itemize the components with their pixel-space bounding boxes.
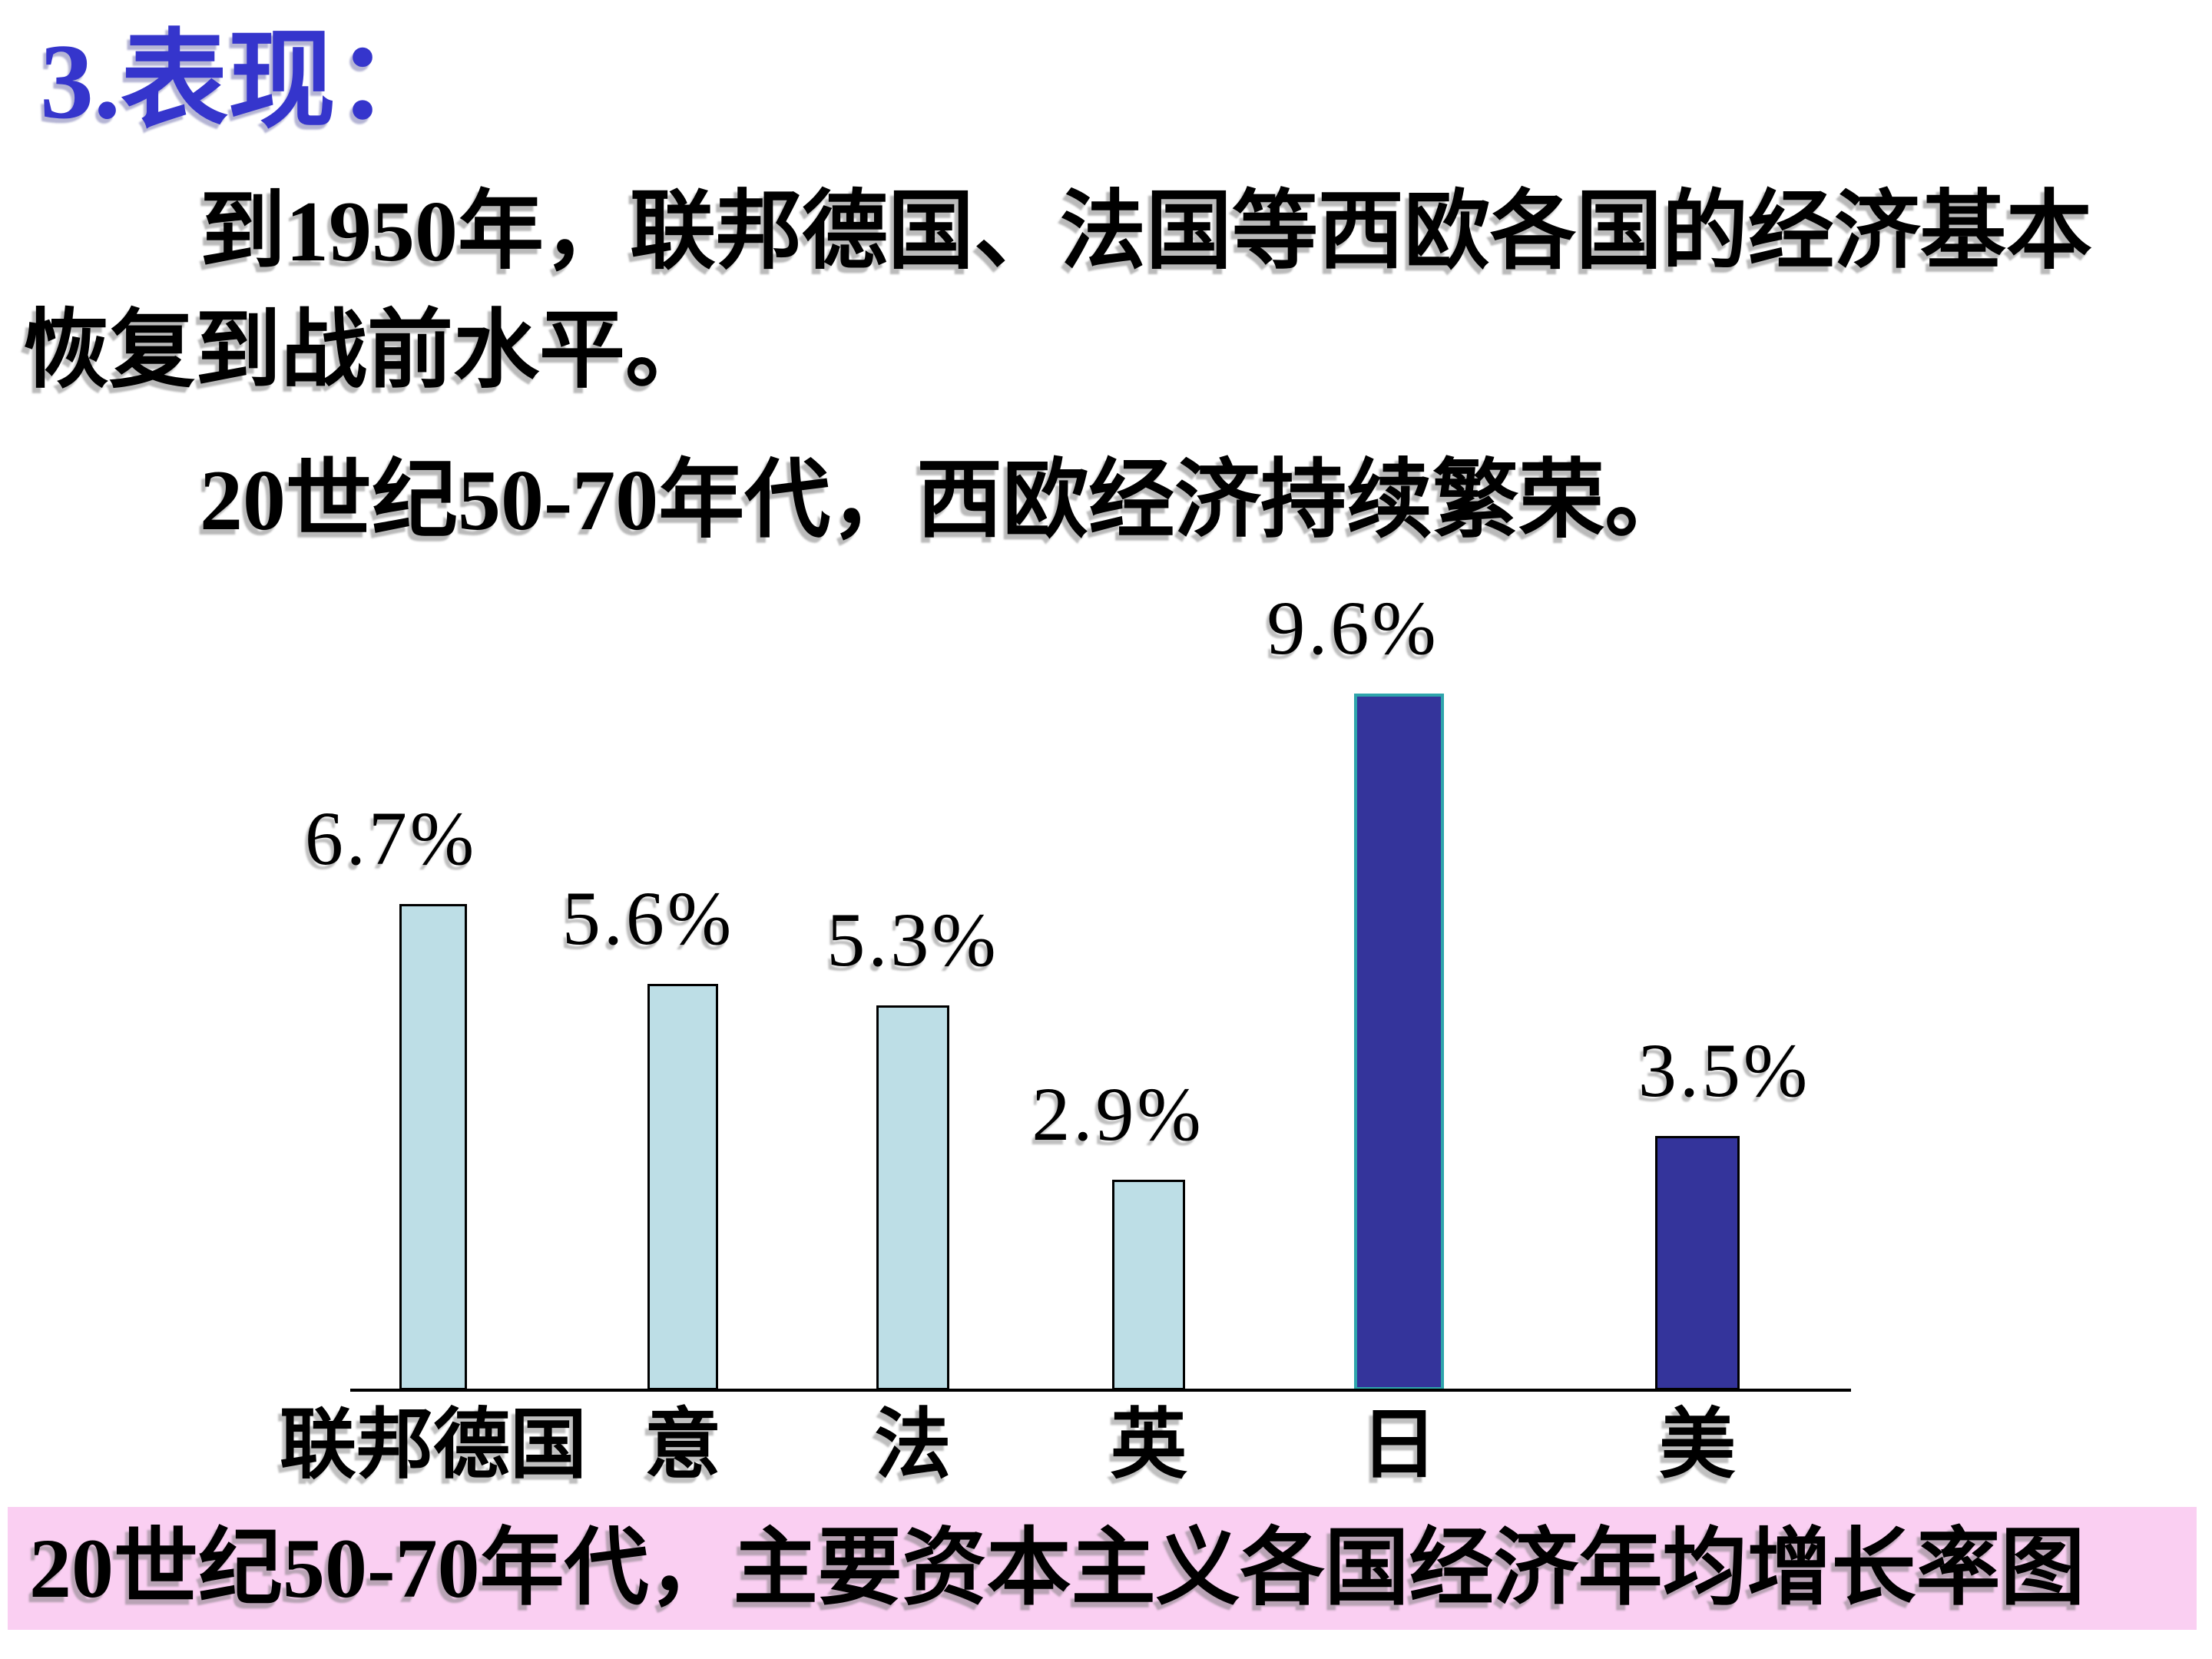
bar-category-label-4: 英 [1110, 1402, 1187, 1488]
chart-bar-4 [1112, 1180, 1185, 1390]
chart-bar-1 [399, 904, 467, 1390]
chart-caption-banner: 20世纪50-70年代，主要资本主义各国经济年均增长率图 [8, 1507, 2197, 1630]
chart-bar-5 [1354, 694, 1444, 1390]
bar-category-label-5: 日 [1360, 1402, 1438, 1488]
bar-value-label-4: 2.9% [1031, 1071, 1204, 1157]
bar-value-label-5: 9.6% [1267, 585, 1439, 671]
chart-bar-3 [876, 1005, 949, 1390]
bar-category-label-2: 意 [644, 1402, 721, 1488]
body-paragraph-1: 到1950年，联邦德国、法国等西欧各国的经济基本恢复到战前水平。 [23, 184, 2092, 399]
bar-category-label-1: 联邦德国 [280, 1402, 587, 1488]
bar-value-label-6: 3.5% [1637, 1028, 1811, 1113]
chart-bar-2 [647, 984, 718, 1390]
chart-bar-6 [1655, 1136, 1740, 1390]
bar-category-label-3: 法 [874, 1402, 952, 1488]
body-paragraph-2: 20世纪50-70年代，西欧经济持续繁荣。 [200, 453, 1691, 548]
bar-value-label-2: 5.6% [561, 876, 735, 961]
slide-title: 3.表现： [40, 22, 444, 141]
chart-caption-text: 20世纪50-70年代，主要资本主义各国经济年均增长率图 [29, 1521, 2085, 1615]
x-axis-line [350, 1389, 1851, 1392]
bar-category-label-6: 美 [1659, 1402, 1736, 1488]
bar-value-label-3: 5.3% [826, 897, 999, 982]
bar-value-label-1: 6.7% [304, 796, 478, 881]
